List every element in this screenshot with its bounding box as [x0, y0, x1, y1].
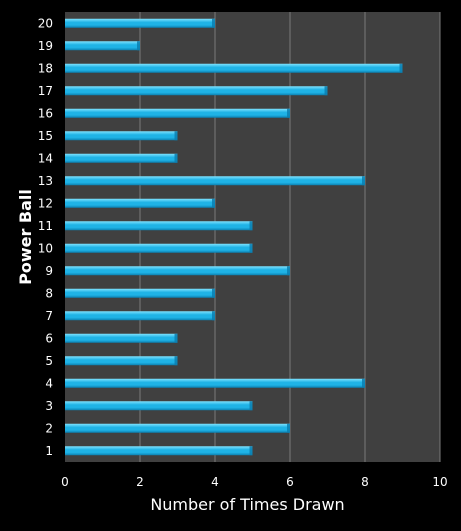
y-tick-label-10: 10 [38, 241, 53, 255]
bar-rect-5 [65, 356, 178, 366]
bar-cap-18 [399, 63, 403, 73]
bar-12 [65, 198, 215, 208]
x-axis-title: Number of Times Drawn [150, 495, 344, 514]
y-tick-label-3: 3 [45, 399, 53, 413]
x-tick-label-0: 0 [61, 475, 69, 489]
x-tick-label-6: 6 [286, 475, 294, 489]
x-tick-label-10: 10 [432, 475, 447, 489]
y-tick-label-9: 9 [45, 264, 53, 278]
bar-rect-11 [65, 221, 253, 231]
bar-14 [65, 153, 178, 163]
x-tick-label-2: 2 [136, 475, 144, 489]
y-tick-label-16: 16 [38, 106, 53, 120]
y-tick-label-7: 7 [45, 309, 53, 323]
y-tick-label-18: 18 [38, 61, 53, 75]
y-tick-label-14: 14 [38, 151, 53, 165]
y-tick-label-20: 20 [38, 16, 53, 30]
bar-rect-15 [65, 131, 178, 141]
bar-5 [65, 356, 178, 366]
bar-13 [65, 176, 365, 186]
y-tick-label-8: 8 [45, 286, 53, 300]
y-tick-label-2: 2 [45, 421, 53, 435]
bar-8 [65, 288, 215, 298]
y-tick-label-19: 19 [38, 39, 53, 53]
bar-rect-20 [65, 18, 215, 28]
x-tick-labels: 0 2 4 6 8 10 [61, 475, 447, 489]
bar-cap-11 [249, 221, 253, 231]
x-tick-label-4: 4 [211, 475, 219, 489]
bar-rect-4 [65, 378, 365, 388]
bar-cap-13 [362, 176, 365, 186]
bar-rect-2 [65, 423, 290, 433]
bar-cap-15 [174, 131, 178, 141]
bar-rect-18 [65, 63, 403, 73]
bar-cap-20 [212, 18, 215, 28]
bar-cap-4 [362, 378, 365, 388]
bar-11 [65, 221, 253, 231]
bar-rect-9 [65, 266, 290, 276]
y-tick-label-17: 17 [38, 84, 53, 98]
bar-rect-16 [65, 108, 290, 118]
y-tick-label-4: 4 [45, 376, 53, 390]
bar-cap-17 [324, 86, 328, 96]
bar-cap-12 [212, 198, 215, 208]
bar-rect-8 [65, 288, 215, 298]
bar-cap-9 [287, 266, 290, 276]
y-tick-label-6: 6 [45, 331, 53, 345]
bar-cap-2 [287, 423, 290, 433]
bar-3 [65, 401, 253, 411]
bar-17 [65, 86, 328, 96]
bar-rect-17 [65, 86, 328, 96]
bar-cap-10 [249, 243, 253, 253]
bar-cap-1 [249, 446, 253, 456]
bar-rect-10 [65, 243, 253, 253]
bar-20 [65, 18, 215, 28]
bar-cap-7 [212, 311, 215, 321]
bar-16 [65, 108, 290, 118]
y-axis-title: Power Ball [16, 189, 35, 285]
bar-cap-5 [174, 356, 178, 366]
y-tick-label-13: 13 [38, 174, 53, 188]
y-tick-label-11: 11 [38, 219, 53, 233]
bar-rect-3 [65, 401, 253, 411]
bar-15 [65, 131, 178, 141]
bar-cap-19 [137, 41, 140, 51]
bar-cap-8 [212, 288, 215, 298]
bar-6 [65, 333, 178, 343]
bar-7 [65, 311, 215, 321]
bar-cap-16 [287, 108, 290, 118]
x-tick-label-8: 8 [361, 475, 369, 489]
bar-18 [65, 63, 403, 73]
y-tick-label-1: 1 [45, 444, 53, 458]
bar-4 [65, 378, 365, 388]
bar-2 [65, 423, 290, 433]
bar-cap-3 [249, 401, 253, 411]
y-tick-label-5: 5 [45, 354, 53, 368]
bar-cap-6 [174, 333, 178, 343]
bar-rect-12 [65, 198, 215, 208]
bars [65, 18, 403, 456]
bar-rect-13 [65, 176, 365, 186]
bar-rect-6 [65, 333, 178, 343]
bar-1 [65, 446, 253, 456]
bar-rect-1 [65, 446, 253, 456]
bar-19 [65, 41, 140, 51]
bar-rect-14 [65, 153, 178, 163]
bar-10 [65, 243, 253, 253]
y-tick-label-12: 12 [38, 196, 53, 210]
plot-area [65, 12, 440, 462]
bar-cap-14 [174, 153, 178, 163]
bar-9 [65, 266, 290, 276]
bar-rect-19 [65, 41, 140, 51]
bar-rect-7 [65, 311, 215, 321]
y-tick-label-15: 15 [38, 129, 53, 143]
